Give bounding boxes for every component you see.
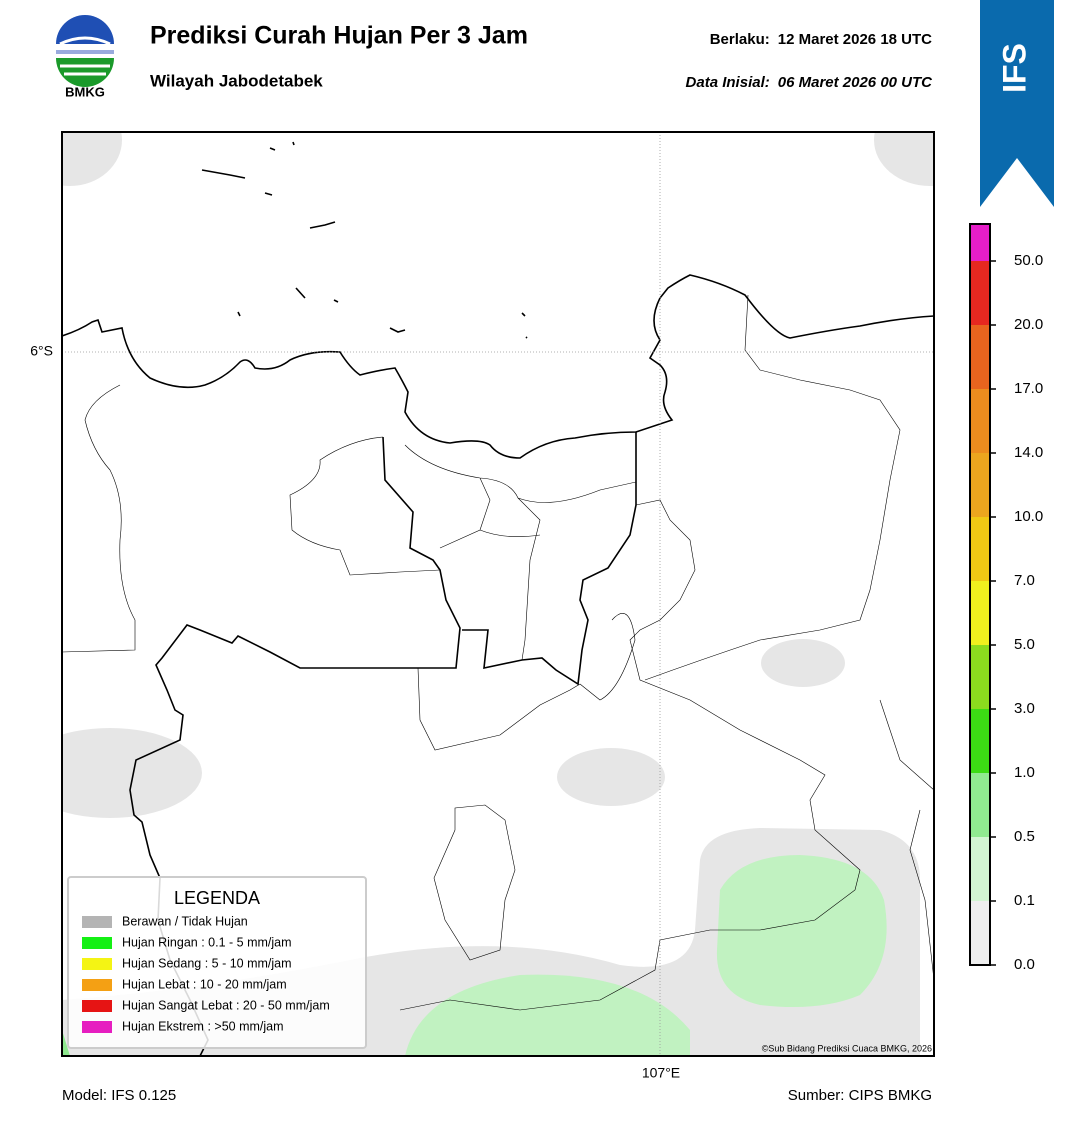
colorbar-segment bbox=[970, 261, 990, 325]
colorbar-label: 7.0 bbox=[1014, 572, 1035, 589]
title: Prediksi Curah Hujan Per 3 Jam bbox=[150, 22, 528, 50]
init-label: Data Inisial: bbox=[686, 74, 770, 91]
colorbar-label: 0.5 bbox=[1014, 828, 1035, 845]
model-badge bbox=[980, 0, 1054, 207]
init-value: 06 Maret 2026 00 UTC bbox=[778, 74, 933, 91]
legend-label: Hujan Ringan : 0.1 - 5 mm/jam bbox=[122, 935, 292, 949]
colorbar-segment bbox=[970, 325, 990, 389]
legend-label: Hujan Ekstrem : >50 mm/jam bbox=[122, 1019, 284, 1033]
colorbar-label: 17.0 bbox=[1014, 380, 1043, 397]
legend-label: Hujan Lebat : 10 - 20 mm/jam bbox=[122, 977, 287, 991]
init-time: Data Inisial: 06 Maret 2026 00 UTC bbox=[686, 74, 934, 91]
legend-swatch bbox=[82, 958, 112, 970]
colorbar-label: 1.0 bbox=[1014, 764, 1035, 781]
colorbar-frame bbox=[969, 223, 991, 966]
valid-time: Berlaku: 12 Maret 2026 18 UTC bbox=[710, 31, 932, 48]
colorbar-label: 20.0 bbox=[1014, 316, 1043, 333]
valid-label: Berlaku: bbox=[710, 31, 770, 48]
lat-label: 6°S bbox=[30, 343, 53, 359]
colorbar-segment bbox=[970, 901, 990, 965]
legend-box bbox=[67, 876, 367, 1049]
colorbar-segment bbox=[970, 517, 990, 581]
legend-title: LEGENDA bbox=[174, 888, 260, 908]
source-info: Sumber: CIPS BMKG bbox=[788, 1087, 932, 1104]
valid-value: 12 Maret 2026 18 UTC bbox=[778, 31, 932, 48]
colorbar-segment bbox=[970, 709, 990, 773]
colorbar-segment bbox=[970, 224, 990, 261]
legend-swatch bbox=[82, 979, 112, 991]
subtitle: Wilayah Jabodetabek bbox=[150, 71, 323, 90]
legend-label: Berawan / Tidak Hujan bbox=[122, 914, 248, 928]
colorbar-label: 14.0 bbox=[1014, 444, 1043, 461]
colorbar-segment bbox=[970, 645, 990, 709]
credit: ©Sub Bidang Prediksi Cuaca BMKG, 2026 bbox=[762, 1043, 932, 1053]
legend-swatch bbox=[82, 1021, 112, 1033]
colorbar-label: 5.0 bbox=[1014, 636, 1035, 653]
logo bbox=[56, 15, 114, 87]
map-frame bbox=[61, 131, 935, 1057]
legend-swatch bbox=[82, 916, 112, 928]
colorbar-label: 10.0 bbox=[1014, 508, 1043, 525]
colorbar-label: 0.1 bbox=[1014, 892, 1035, 909]
model-info: Model: IFS 0.125 bbox=[62, 1087, 176, 1104]
colorbar-segment bbox=[970, 581, 990, 645]
colorbar-segment bbox=[970, 837, 990, 901]
colorbar-segment bbox=[970, 389, 990, 453]
colorbar-label: 0.0 bbox=[1014, 956, 1035, 973]
lon-label: 107°E bbox=[642, 1065, 680, 1081]
logo-text: BMKG bbox=[65, 84, 105, 99]
colorbar: 0.0 0.1 0.5 1.0 3.0 5.0 7.0 10.0 14.0 17.0 20.0 50.… bbox=[969, 223, 1043, 973]
legend: LEGENDA Berawan / Tidak Hujan Hujan Ringa… bbox=[67, 876, 367, 1049]
badge-text: IFS bbox=[996, 43, 1032, 93]
legend-swatch bbox=[82, 1000, 112, 1012]
legend-label: Hujan Sedang : 5 - 10 mm/jam bbox=[122, 956, 292, 970]
colorbar-segment bbox=[970, 453, 990, 517]
colorbar-label: 50.0 bbox=[1014, 252, 1043, 269]
colorbar-segment bbox=[970, 773, 990, 837]
legend-label: Hujan Sangat Lebat : 20 - 50 mm/jam bbox=[122, 998, 330, 1012]
colorbar-label: 3.0 bbox=[1014, 700, 1035, 717]
legend-swatch bbox=[82, 937, 112, 949]
